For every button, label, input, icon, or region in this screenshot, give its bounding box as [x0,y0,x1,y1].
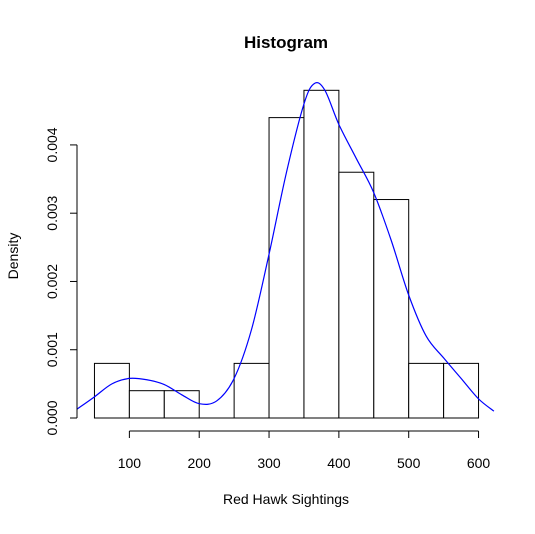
y-axis-label: Density [5,233,21,280]
x-tick-label: 400 [327,455,351,471]
x-tick-label: 600 [467,455,491,471]
histogram-bar-4 [233,362,270,419]
x-tick-label: 200 [188,455,212,471]
bars-layer [93,89,480,419]
density-curve-line [76,82,495,412]
x-tick-label: 300 [257,455,281,471]
y-tick-label: 0.001 [44,332,60,367]
chart-title: Histogram [244,33,328,52]
histogram-bar-6 [303,89,340,419]
x-tick-label: 500 [397,455,421,471]
histogram-bar-0 [93,362,130,419]
histogram-bar-8 [373,199,410,419]
histogram-bar-10 [443,362,480,419]
x-axis-label: Red Hawk Sightings [223,491,349,507]
y-tick-label: 0.004 [44,127,60,162]
y-tick-label: 0.003 [44,195,60,230]
y-tick-label: 0.002 [44,264,60,299]
histogram-bar-1 [128,390,165,419]
x-axis: 100 200 300 400 500 600 [118,430,491,471]
histogram-bar-9 [408,362,445,419]
histogram-bar-5 [268,117,305,419]
y-tick-label: 0.000 [44,400,60,435]
x-tick-label: 100 [118,455,142,471]
y-axis: 0.000 0.001 0.002 0.003 0.004 [44,127,78,436]
histogram-bar-7 [338,171,375,419]
